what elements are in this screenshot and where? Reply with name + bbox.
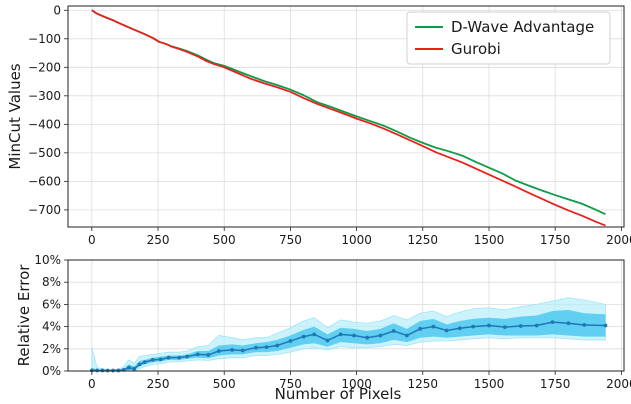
mincut-xtick-label-3: 750 — [279, 233, 302, 247]
error-point-1 — [95, 368, 100, 373]
error-point-17 — [206, 353, 211, 357]
error-point-29 — [352, 333, 356, 338]
mincut-ytick-label-7: −700 — [28, 203, 61, 217]
error-xtick-label-6: 1500 — [474, 377, 505, 391]
error-point-20 — [240, 348, 245, 353]
mincut-xtick-label-5: 1250 — [408, 233, 439, 247]
error-point-23 — [275, 343, 280, 348]
error-point-44 — [566, 321, 571, 326]
error-xtick-label-2: 500 — [213, 377, 236, 391]
error-ytick-label-5: 10% — [34, 253, 61, 267]
error-ytick-label-0: 0% — [42, 364, 61, 378]
relative-error-y-axis-label: Relative Error — [15, 264, 33, 367]
error-xtick-label-0: 0 — [88, 377, 96, 391]
error-xtick-label-3: 750 — [279, 377, 302, 391]
error-point-35 — [431, 324, 436, 329]
error-point-8 — [132, 366, 137, 371]
error-point-9 — [137, 362, 142, 367]
error-point-43 — [550, 320, 555, 325]
error-point-24 — [288, 339, 293, 343]
error-point-38 — [471, 324, 475, 329]
error-point-21 — [254, 345, 258, 350]
error-point-36 — [444, 328, 449, 333]
mincut-ytick-label-3: −300 — [28, 89, 61, 103]
error-point-39 — [487, 323, 491, 328]
legend-box — [406, 11, 611, 65]
error-point-7 — [126, 365, 131, 370]
error-point-14 — [177, 355, 182, 360]
error-point-18 — [217, 349, 221, 353]
mincut-y-axis-label: MinCut Values — [6, 63, 24, 169]
error-point-31 — [378, 333, 383, 338]
error-point-12 — [158, 357, 163, 362]
mincut-xtick-label-7: 1750 — [540, 233, 571, 247]
error-point-41 — [518, 324, 523, 328]
error-point-11 — [150, 358, 155, 362]
error-point-42 — [534, 323, 539, 328]
error-point-15 — [185, 354, 190, 359]
mincut-xtick-label-6: 1500 — [474, 233, 505, 247]
legend-label-gurobi: Gurobi — [451, 40, 501, 58]
error-point-13 — [166, 355, 171, 360]
error-point-28 — [338, 332, 343, 337]
legend-label-dwave: D-Wave Advantage — [451, 18, 594, 36]
error-point-45 — [582, 323, 587, 327]
error-point-19 — [230, 348, 235, 352]
error-point-27 — [325, 338, 330, 343]
mincut-xtick-label-1: 250 — [147, 233, 170, 247]
legend: D-Wave Advantage Gurobi — [406, 11, 611, 65]
error-point-34 — [418, 326, 423, 331]
error-point-22 — [264, 345, 269, 350]
error-point-30 — [365, 335, 370, 340]
mincut-ytick-label-1: −100 — [28, 32, 61, 46]
error-xtick-label-7: 1750 — [540, 377, 571, 391]
mincut-ytick-label-2: −200 — [28, 60, 61, 74]
error-point-40 — [502, 325, 507, 330]
error-ytick-label-4: 8% — [42, 275, 61, 289]
mincut-xtick-label-2: 500 — [213, 233, 236, 247]
mincut-ytick-label-0: 0 — [53, 3, 61, 17]
error-point-5 — [116, 368, 121, 373]
error-xtick-label-5: 1250 — [408, 377, 439, 391]
error-point-46 — [603, 323, 608, 328]
mincut-ytick-label-4: −400 — [28, 117, 61, 131]
error-band-inner — [91, 309, 606, 371]
error-point-32 — [391, 329, 396, 333]
error-ytick-label-2: 4% — [42, 320, 61, 334]
x-axis-label: Number of Pixels — [275, 385, 402, 403]
error-point-26 — [312, 332, 317, 337]
error-point-37 — [457, 326, 462, 331]
error-point-33 — [404, 333, 409, 338]
error-point-10 — [142, 360, 147, 365]
error-ytick-label-3: 6% — [42, 297, 61, 311]
error-point-25 — [301, 334, 306, 339]
error-ytick-label-1: 2% — [42, 342, 61, 356]
relative-error-plot-area — [89, 297, 608, 373]
error-xtick-label-4: 1000 — [341, 377, 372, 391]
mincut-xtick-label-0: 0 — [88, 233, 96, 247]
error-point-16 — [195, 352, 200, 357]
mincut-ytick-label-6: −600 — [28, 174, 61, 188]
error-xtick-label-1: 250 — [147, 377, 170, 391]
relative-error-axes-frame — [67, 259, 625, 372]
mincut-axes-frame — [67, 5, 625, 228]
mincut-ytick-label-5: −500 — [28, 146, 61, 160]
error-point-2 — [100, 368, 105, 373]
mincut-xtick-label-4: 1000 — [341, 233, 372, 247]
mincut-plot-area — [91, 9, 606, 227]
mincut-line-gurobi — [91, 9, 606, 227]
